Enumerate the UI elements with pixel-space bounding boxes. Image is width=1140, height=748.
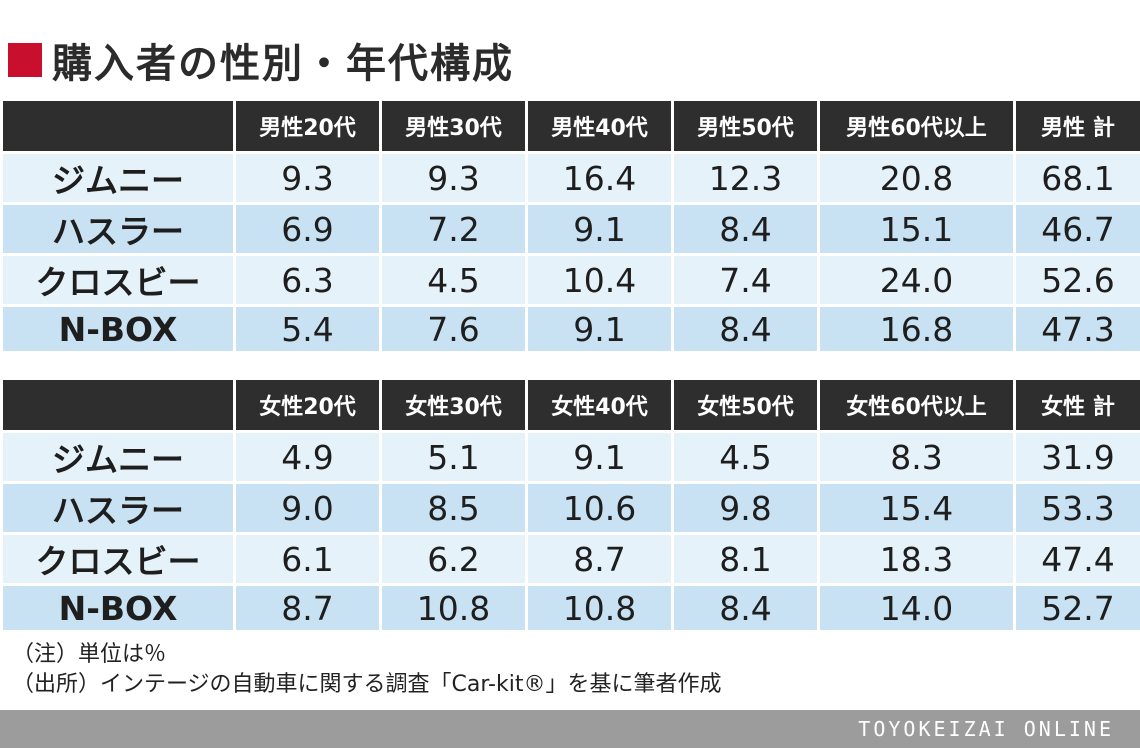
table-cell: 9.0	[233, 481, 382, 535]
table-cell: 16.4	[525, 151, 674, 205]
row-label: ジムニー	[0, 151, 236, 205]
table-cell: 5.1	[379, 430, 528, 484]
unit-note: （注）単位は％	[12, 642, 167, 667]
header-cell: 女性20代	[233, 377, 382, 433]
table-cell: 9.3	[379, 151, 528, 205]
header-cell: 男性60代以上	[817, 98, 1016, 154]
table-cell: 4.9	[233, 430, 382, 484]
header-cell: 女性40代	[525, 377, 674, 433]
header-cell: 女性60代以上	[817, 377, 1016, 433]
table-cell: 9.1	[525, 430, 674, 484]
table-cell: 5.4	[233, 304, 382, 354]
table-cell: 7.4	[671, 253, 820, 307]
table-cell: 8.4	[671, 583, 820, 633]
table-cell: 6.3	[233, 253, 382, 307]
header-cell: 女性50代	[671, 377, 820, 433]
table-row: クロスビー 6.1 6.2 8.7 8.1 18.3 47.4	[0, 532, 1140, 586]
table-header-row: 男性20代 男性30代 男性40代 男性50代 男性60代以上 男性 計	[0, 98, 1140, 154]
table-cell: 14.0	[817, 583, 1016, 633]
header-cell: 女性 計	[1013, 377, 1140, 433]
table-row: N-BOX 5.4 7.6 9.1 8.4 16.8 47.3	[0, 304, 1140, 354]
table-cell: 46.7	[1013, 202, 1140, 256]
table-cell: 12.3	[671, 151, 820, 205]
header-cell: 男性50代	[671, 98, 820, 154]
table-cell: 15.4	[817, 481, 1016, 535]
table-cell: 7.6	[379, 304, 528, 354]
table-cell: 6.9	[233, 202, 382, 256]
table-cell: 10.8	[379, 583, 528, 633]
notes: （注）単位は％ （出所）インテージの自動車に関する調査「Car-kit®」を基に…	[12, 640, 721, 700]
title-marker	[8, 43, 42, 77]
table-cell: 47.3	[1013, 304, 1140, 354]
row-label: クロスビー	[0, 532, 236, 586]
table-cell: 8.4	[671, 202, 820, 256]
table-cell: 8.4	[671, 304, 820, 354]
header-cell	[0, 98, 236, 154]
table-cell: 9.1	[525, 304, 674, 354]
table-cell: 20.8	[817, 151, 1016, 205]
table-cell: 9.8	[671, 481, 820, 535]
footer-brand: TOYOKEIZAI ONLINE	[858, 717, 1114, 741]
table-cell: 8.7	[525, 532, 674, 586]
table-cell: 10.8	[525, 583, 674, 633]
table-cell: 8.1	[671, 532, 820, 586]
table-cell: 9.3	[233, 151, 382, 205]
table-row: ジムニー 9.3 9.3 16.4 12.3 20.8 68.1	[0, 151, 1140, 205]
table-cell: 6.1	[233, 532, 382, 586]
source-note: （出所）インテージの自動車に関する調査「Car-kit®」を基に筆者作成	[12, 672, 722, 697]
header-cell	[0, 377, 236, 433]
table-cell: 8.5	[379, 481, 528, 535]
table-cell: 7.2	[379, 202, 528, 256]
table-cell: 53.3	[1013, 481, 1140, 535]
table-cell: 68.1	[1013, 151, 1140, 205]
table-cell: 6.2	[379, 532, 528, 586]
row-label: N-BOX	[0, 583, 236, 633]
table-cell: 4.5	[671, 430, 820, 484]
table-header-row: 女性20代 女性30代 女性40代 女性50代 女性60代以上 女性 計	[0, 377, 1140, 433]
table-cell: 8.7	[233, 583, 382, 633]
page-title: 購入者の性別・年代構成	[52, 41, 514, 87]
table-cell: 16.8	[817, 304, 1016, 354]
female-table: 女性20代 女性30代 女性40代 女性50代 女性60代以上 女性 計 ジムニ…	[0, 377, 1140, 633]
table-cell: 24.0	[817, 253, 1016, 307]
row-label: クロスビー	[0, 253, 236, 307]
header-cell: 男性40代	[525, 98, 674, 154]
header-cell: 男性20代	[233, 98, 382, 154]
table-cell: 9.1	[525, 202, 674, 256]
table-row: N-BOX 8.7 10.8 10.8 8.4 14.0 52.7	[0, 583, 1140, 633]
table-row: ハスラー 6.9 7.2 9.1 8.4 15.1 46.7	[0, 202, 1140, 256]
row-label: N-BOX	[0, 304, 236, 354]
table-cell: 31.9	[1013, 430, 1140, 484]
row-label: ハスラー	[0, 481, 236, 535]
header-cell: 男性 計	[1013, 98, 1140, 154]
footer-bar: TOYOKEIZAI ONLINE	[0, 710, 1140, 748]
header-cell: 男性30代	[379, 98, 528, 154]
row-label: ジムニー	[0, 430, 236, 484]
table-cell: 8.3	[817, 430, 1016, 484]
table-cell: 10.4	[525, 253, 674, 307]
title-bar: 購入者の性別・年代構成	[8, 30, 514, 90]
table-row: ジムニー 4.9 5.1 9.1 4.5 8.3 31.9	[0, 430, 1140, 484]
table-cell: 10.6	[525, 481, 674, 535]
table-cell: 18.3	[817, 532, 1016, 586]
table-row: ハスラー 9.0 8.5 10.6 9.8 15.4 53.3	[0, 481, 1140, 535]
header-cell: 女性30代	[379, 377, 528, 433]
table-cell: 47.4	[1013, 532, 1140, 586]
male-table: 男性20代 男性30代 男性40代 男性50代 男性60代以上 男性 計 ジムニ…	[0, 98, 1140, 354]
table-cell: 52.6	[1013, 253, 1140, 307]
row-label: ハスラー	[0, 202, 236, 256]
table-cell: 52.7	[1013, 583, 1140, 633]
table-cell: 4.5	[379, 253, 528, 307]
table-cell: 15.1	[817, 202, 1016, 256]
table-row: クロスビー 6.3 4.5 10.4 7.4 24.0 52.6	[0, 253, 1140, 307]
